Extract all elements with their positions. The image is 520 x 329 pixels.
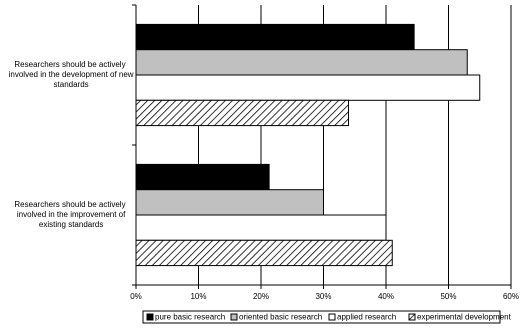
- x-tick-label: 60%: [503, 292, 519, 301]
- bar: [135, 74, 481, 101]
- x-tick-label: 20%: [253, 292, 269, 301]
- bar: [135, 163, 270, 191]
- legend-swatch: [146, 313, 154, 321]
- legend-label: oriented basic research: [239, 313, 322, 322]
- bar: [135, 189, 324, 216]
- legend-label: experimental development: [417, 313, 512, 322]
- x-tick-label: 40%: [378, 292, 394, 301]
- x-tick-label: 50%: [440, 292, 456, 301]
- bar: [135, 99, 349, 127]
- legend-label: pure basic research: [155, 313, 225, 322]
- y-tick-label: Researchers should be actively involved …: [6, 60, 133, 89]
- bar: [135, 23, 415, 51]
- legend-swatch: [230, 313, 238, 321]
- x-tick-label: 10%: [190, 292, 206, 301]
- x-tick-label: 0%: [130, 292, 142, 301]
- x-tick-label: 30%: [315, 292, 331, 301]
- bar: [135, 239, 393, 267]
- legend-swatch: [408, 313, 416, 321]
- y-tick-label: Researchers should be actively involved …: [14, 200, 126, 229]
- bar: [135, 214, 387, 241]
- bar: [135, 49, 468, 76]
- legend-swatch: [328, 313, 336, 321]
- legend-label: applied research: [337, 313, 396, 322]
